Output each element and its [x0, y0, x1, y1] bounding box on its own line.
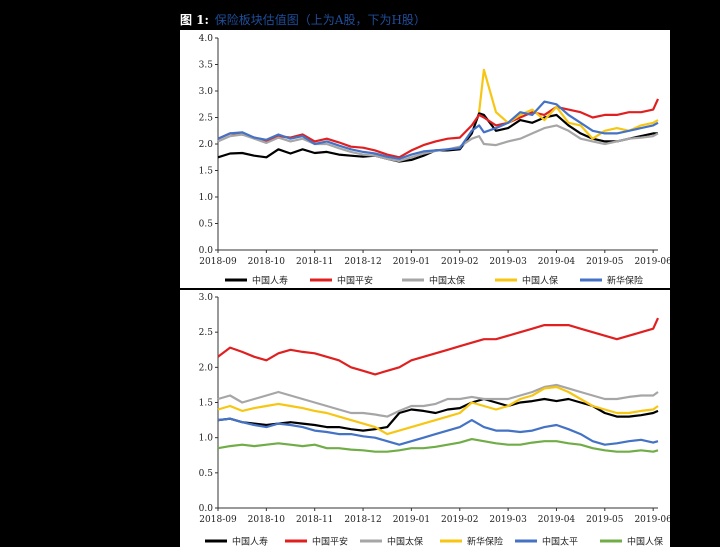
- y-tick-label: 0.0: [199, 246, 214, 256]
- x-tick-label: 2018-12: [344, 515, 381, 525]
- a-share-chart: 0.0 0.5 1.0 1.5 2.0 2.5 3.0 3.5 4.0 2018-09 2018-1…: [199, 34, 670, 287]
- figure-tag: 图 1:: [180, 13, 209, 27]
- legend-label: 新华保险: [467, 536, 503, 547]
- figure-title: 保险板块估值图（上为A股，下为H股）: [214, 13, 426, 27]
- series-line: [217, 385, 659, 436]
- legend-label: 中国平安: [337, 275, 373, 287]
- x-tick-label: 2019-06: [634, 257, 670, 267]
- y-tick-label: 1.0: [199, 434, 214, 444]
- y-tick-label: 0.5: [199, 220, 214, 230]
- legend-label: 中国平安: [312, 536, 348, 547]
- legend-label: 中国人寿: [252, 275, 288, 287]
- x-tick-label: 2018-09: [199, 515, 237, 525]
- y-tick-label: 2.5: [199, 328, 214, 338]
- figure-title-bar: 图 1: 保险板块估值图（上为A股，下为H股）: [180, 10, 670, 30]
- legend-label: 中国太保: [429, 275, 465, 287]
- x-tick-label: 2019-02: [441, 257, 478, 267]
- y-tick-label: 2.5: [199, 114, 214, 124]
- x-tick-label: 2019-02: [441, 515, 478, 525]
- x-tick-label: 2018-11: [296, 257, 333, 267]
- legend-label: 中国太平: [542, 536, 578, 547]
- legend-label: 中国人保: [522, 275, 558, 287]
- series-line: [217, 383, 659, 418]
- y-tick-label: 2.0: [199, 363, 214, 373]
- h-share-chart: 0.0 0.5 1.0 1.5 2.0 2.5 3.0 2018-09 2018-10 2018-…: [199, 293, 670, 547]
- y-tick-label: 4.0: [199, 34, 214, 44]
- y-tick-label: 0.0: [199, 504, 214, 514]
- x-tick-label: 2019-04: [538, 257, 576, 267]
- legend-label: 新华保险: [607, 275, 643, 287]
- x-tick-label: 2018-09: [199, 257, 237, 267]
- y-tick-label: 1.0: [199, 193, 214, 203]
- series-line: [217, 417, 659, 446]
- x-tick-label: 2019-06: [634, 515, 670, 525]
- x-tick-label: 2018-11: [296, 515, 333, 525]
- series-line: [217, 98, 660, 159]
- series-line: [217, 317, 660, 376]
- x-tick-label: 2018-10: [248, 515, 286, 525]
- y-tick-label: 2.0: [199, 140, 214, 150]
- legend-label: 中国人保: [627, 536, 663, 547]
- x-tick-label: 2019-03: [489, 515, 527, 525]
- y-tick-label: 1.5: [199, 167, 214, 177]
- y-tick-label: 3.0: [199, 87, 214, 97]
- legend-label: 中国人寿: [232, 536, 268, 547]
- x-tick-label: 2018-12: [344, 257, 381, 267]
- x-tick-label: 2018-10: [248, 257, 286, 267]
- a-share-chart-panel: 0.0 0.5 1.0 1.5 2.0 2.5 3.0 3.5 4.0 2018-09 2018-1…: [180, 30, 670, 288]
- series-line: [217, 100, 659, 160]
- y-tick-label: 0.5: [199, 469, 214, 479]
- x-tick-label: 2019-01: [393, 515, 430, 525]
- y-tick-label: 1.5: [199, 399, 214, 409]
- x-tick-label: 2019-01: [393, 257, 430, 267]
- h-share-chart-panel: 0.0 0.5 1.0 1.5 2.0 2.5 3.0 2018-09 2018-10 2018-…: [180, 290, 670, 547]
- y-tick-label: 3.5: [199, 61, 214, 71]
- series-line: [217, 438, 659, 453]
- x-tick-label: 2019-05: [586, 257, 624, 267]
- x-tick-label: 2019-05: [586, 515, 624, 525]
- x-tick-label: 2019-04: [538, 515, 576, 525]
- legend-label: 中国太保: [387, 536, 423, 547]
- y-tick-label: 3.0: [199, 293, 214, 303]
- x-tick-label: 2019-03: [489, 257, 527, 267]
